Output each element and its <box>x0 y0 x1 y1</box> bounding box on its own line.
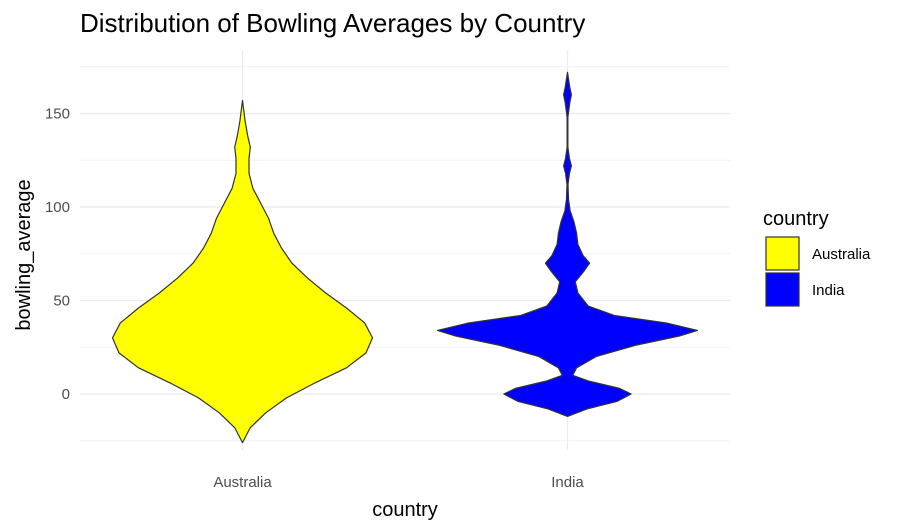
legend-key-australia <box>765 236 800 271</box>
x-tick-label: Australia <box>213 474 272 491</box>
x-axis-title: country <box>372 499 438 521</box>
y-tick-labels: 0 50 100 150 <box>45 106 70 404</box>
y-tick-label: 0 <box>62 386 70 403</box>
legend-label: India <box>812 282 845 299</box>
y-tick-label: 150 <box>45 106 70 123</box>
x-tick-labels: Australia India <box>213 474 584 491</box>
legend: country Australia India <box>763 208 871 307</box>
legend-key-india <box>765 272 800 307</box>
y-axis-title: bowling_average <box>13 179 35 330</box>
grid-lines <box>80 50 730 450</box>
y-tick-label: 50 <box>53 293 70 310</box>
legend-title: country <box>763 208 829 230</box>
chart-title: Distribution of Bowling Averages by Coun… <box>80 8 586 38</box>
y-tick-label: 100 <box>45 199 70 216</box>
violins <box>111 71 699 444</box>
legend-label: Australia <box>812 246 871 263</box>
violin-india <box>436 71 699 418</box>
violin-australia <box>111 99 374 444</box>
x-tick-label: India <box>551 474 584 491</box>
